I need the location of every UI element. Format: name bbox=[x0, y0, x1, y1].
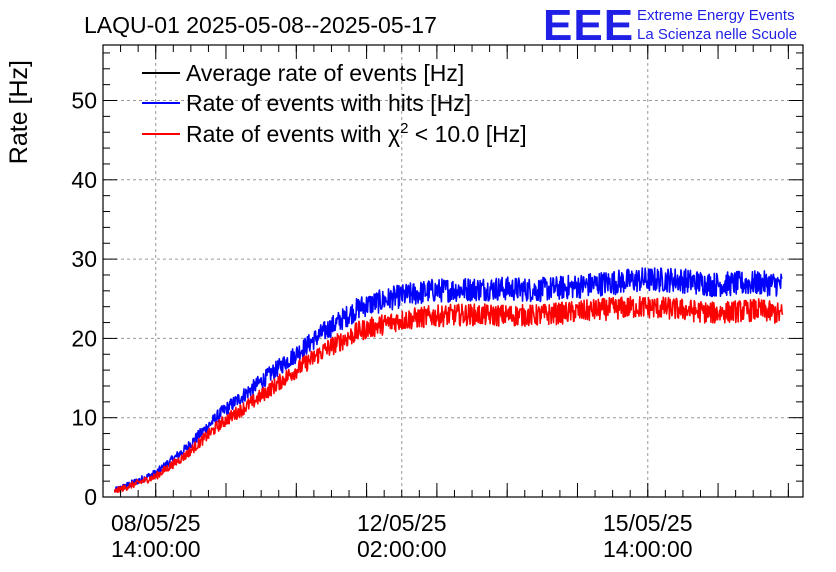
y-tick-label: 10 bbox=[71, 405, 97, 431]
y-tick-label: 20 bbox=[71, 325, 97, 351]
x-tick-label-time: 14:00:00 bbox=[111, 536, 201, 562]
legend: Average rate of events [Hz] Rate of even… bbox=[142, 60, 527, 147]
legend-label-hits: Rate of events with hits [Hz] bbox=[186, 90, 471, 116]
y-tick-label: 40 bbox=[71, 167, 97, 193]
legend-label-average: Average rate of events [Hz] bbox=[186, 60, 464, 86]
eee-logo: EEE Extreme Energy Events La Scienza nel… bbox=[543, 1, 797, 50]
x-tick-label-date: 08/05/25 bbox=[111, 510, 201, 536]
y-axis-label: Rate [Hz] bbox=[5, 60, 33, 164]
x-tick-label-time: 02:00:00 bbox=[357, 536, 447, 562]
eee-logo-line1: Extreme Energy Events bbox=[637, 7, 795, 24]
y-tick-label: 0 bbox=[84, 484, 97, 510]
x-tick-label-date: 15/05/25 bbox=[603, 510, 693, 536]
x-tick-label-date: 12/05/25 bbox=[357, 510, 447, 536]
series-line-hits bbox=[113, 267, 783, 493]
eee-logo-line2: La Scienza nelle Scuole bbox=[637, 26, 797, 43]
plot-frame bbox=[102, 44, 804, 498]
eee-logo-mark: EEE bbox=[543, 1, 634, 50]
ticks-layer: 0102030405008/05/2514:00:0012/05/2502:00… bbox=[71, 45, 803, 562]
y-tick-label: 50 bbox=[71, 88, 97, 114]
x-tick-label-time: 14:00:00 bbox=[603, 536, 693, 562]
series-line-chi2 bbox=[113, 295, 784, 494]
chart-title: LAQU-01 2025-05-08--2025-05-17 bbox=[84, 12, 437, 38]
series-layer bbox=[113, 267, 784, 494]
grid-layer bbox=[103, 45, 803, 497]
legend-label-chi2: Rate of events with χ2 < 10.0 [Hz] bbox=[186, 120, 527, 147]
y-tick-label: 30 bbox=[71, 246, 97, 272]
